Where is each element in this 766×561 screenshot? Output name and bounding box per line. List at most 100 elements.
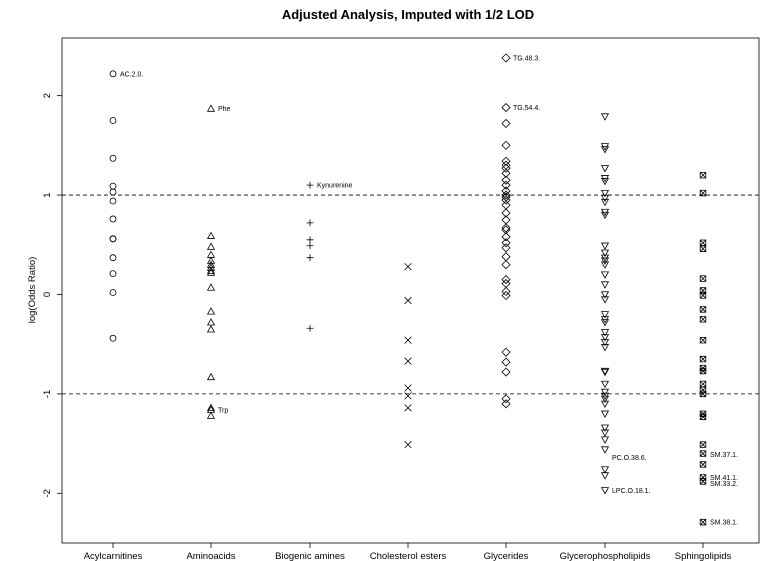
data-point	[600, 367, 610, 376]
point-annotation: Phe	[218, 106, 231, 113]
data-point	[699, 239, 707, 246]
x-tick-label: Sphingolipids	[675, 551, 732, 561]
data-point	[501, 186, 511, 196]
data-point	[600, 446, 610, 454]
data-point	[109, 182, 117, 190]
data-point	[501, 163, 511, 173]
x-tick-label: Glycerides	[484, 551, 529, 561]
data-point	[501, 195, 511, 205]
data-point	[501, 394, 511, 404]
data-point	[600, 311, 610, 319]
data-point	[404, 384, 412, 392]
data-point	[206, 268, 216, 276]
data-point	[206, 372, 216, 381]
data-point	[109, 197, 117, 205]
data-point	[699, 337, 707, 344]
data-point	[206, 403, 216, 411]
data-point	[501, 53, 511, 63]
data-point	[600, 368, 610, 377]
data-point	[109, 289, 117, 296]
data-point	[600, 334, 610, 342]
data-point	[501, 168, 511, 178]
data-point	[699, 367, 707, 375]
y-tick-label: 0	[42, 292, 53, 297]
data-point	[600, 271, 610, 279]
x-tick-label: Glycerophospholipids	[560, 551, 651, 561]
data-point	[501, 252, 511, 262]
data-point	[501, 290, 511, 301]
point-annotation: SM.37.1.	[710, 452, 738, 459]
point-annotation: LPC.O.18.1.	[612, 488, 651, 495]
point-annotation: TG.48.3.	[513, 55, 540, 62]
data-point	[206, 242, 216, 250]
data-point	[501, 274, 511, 285]
data-point	[404, 440, 412, 449]
data-point	[109, 334, 117, 342]
point-annotation: PC.O.38.6.	[612, 455, 647, 462]
data-point	[109, 188, 117, 196]
data-point	[501, 347, 511, 357]
data-point	[501, 286, 511, 297]
data-point	[699, 355, 707, 363]
data-point	[600, 319, 610, 327]
data-point	[600, 466, 610, 474]
data-point	[600, 429, 610, 437]
data-point	[699, 478, 707, 485]
data-point	[600, 339, 610, 347]
data-point	[206, 104, 216, 112]
data-point	[501, 367, 511, 377]
data-point	[699, 292, 707, 299]
point-annotation: Trp	[218, 407, 228, 414]
data-point	[501, 103, 511, 113]
y-tick-label: -2	[42, 489, 53, 497]
data-point	[600, 165, 610, 173]
data-point	[206, 307, 216, 315]
data-point	[206, 263, 216, 271]
data-point	[600, 410, 610, 418]
data-point	[306, 242, 314, 250]
data-point	[501, 223, 511, 233]
data-point	[306, 219, 314, 227]
data-point	[501, 243, 511, 253]
data-point	[699, 275, 707, 282]
data-point	[699, 461, 707, 468]
data-point	[600, 146, 610, 154]
data-point	[699, 189, 707, 197]
data-point	[600, 178, 610, 186]
chart-title: Adjusted Analysis, Imputed with 1/2 LOD	[282, 7, 534, 22]
data-point	[501, 260, 511, 270]
data-point	[600, 211, 610, 220]
data-point	[600, 487, 610, 495]
data-point	[699, 390, 707, 398]
data-point	[109, 154, 117, 162]
data-point	[600, 291, 610, 299]
data-point	[501, 175, 511, 185]
data-point	[109, 254, 117, 262]
data-point	[600, 257, 610, 265]
data-point	[404, 296, 412, 305]
data-point	[600, 198, 610, 207]
data-point	[206, 411, 216, 419]
data-point	[501, 156, 511, 166]
data-point	[699, 380, 707, 388]
data-point	[109, 270, 117, 278]
data-point	[109, 215, 117, 223]
data-point	[501, 208, 511, 218]
data-point	[501, 357, 511, 367]
data-point	[699, 518, 707, 526]
point-annotation: AC.2.0.	[120, 71, 143, 78]
data-point	[699, 306, 707, 313]
data-point	[600, 249, 610, 257]
x-tick-label: Aminoacids	[186, 551, 235, 561]
data-point	[206, 283, 216, 291]
data-point	[501, 200, 511, 210]
data-point	[206, 256, 216, 264]
data-point	[306, 236, 314, 244]
x-tick-label: Cholesterol esters	[370, 551, 447, 561]
data-point	[404, 392, 412, 400]
data-point	[600, 296, 610, 304]
data-point	[404, 357, 412, 365]
point-annotation: TG.54.4.	[513, 105, 540, 112]
data-point	[501, 399, 511, 409]
data-point	[600, 113, 610, 121]
